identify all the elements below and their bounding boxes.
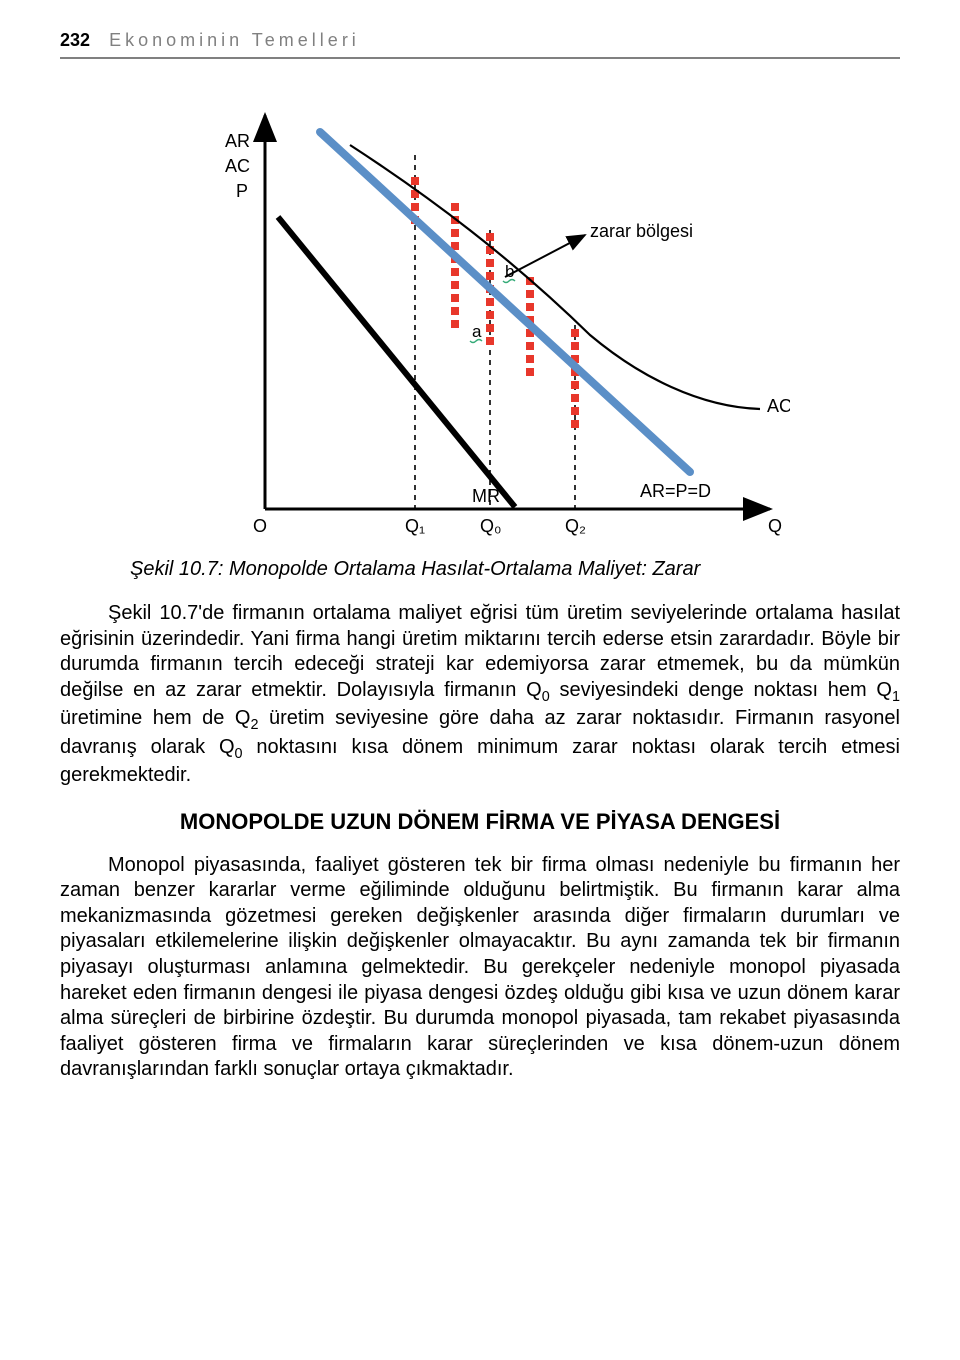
x-ticks: Q₁ Q₀ Q₂ (405, 516, 586, 536)
sub-1: 1 (892, 689, 900, 705)
svg-text:Q₀: Q₀ (480, 516, 501, 536)
y-label-ar: AR (225, 131, 250, 151)
running-title: Ekonominin Temelleri (109, 30, 360, 50)
point-a-label: a (472, 322, 482, 341)
sub-2: 2 (250, 717, 258, 733)
figure-caption: Şekil 10.7: Monopolde Ortalama Hasılat-O… (60, 558, 900, 581)
page-number: 232 (60, 30, 90, 50)
sub-0b: 0 (235, 746, 243, 762)
monopoly-loss-chart: AR AC P O Q AC AR=P=D MR zarar bölgesi a… (170, 77, 790, 552)
svg-text:Q₁: Q₁ (405, 516, 425, 536)
ac-label: AC (767, 396, 790, 416)
loss-label: zarar bölgesi (590, 221, 693, 241)
ar-p-d-line (320, 132, 690, 472)
p1-c: üretimine hem de Q (60, 707, 250, 729)
mr-line (278, 217, 515, 507)
sub-0a: 0 (542, 689, 550, 705)
loss-markers (411, 177, 579, 428)
y-label-p: P (236, 181, 248, 201)
svg-text:Q₂: Q₂ (565, 516, 586, 536)
x-label-q: Q (768, 516, 782, 536)
running-header: 232 Ekonominin Temelleri (60, 30, 900, 51)
section-title: MONOPOLDE UZUN DÖNEM FİRMA VE PİYASA DEN… (60, 809, 900, 835)
loss-arrow (505, 235, 585, 277)
origin-label: O (253, 516, 267, 536)
chart-svg: AR AC P O Q AC AR=P=D MR zarar bölgesi a… (170, 77, 790, 547)
p1-b: seviyesindeki denge noktası hem Q (550, 679, 892, 701)
point-b-label: b (505, 262, 514, 281)
y-label-ac: AC (225, 156, 250, 176)
paragraph-2: Monopol piyasasında, faaliyet gösteren t… (60, 853, 900, 1083)
mr-label: MR (472, 486, 500, 506)
ard-label: AR=P=D (640, 481, 711, 501)
paragraph-1: Şekil 10.7'de firmanın ortalama maliyet … (60, 601, 900, 789)
p2-text: Monopol piyasasında, faaliyet gösteren t… (60, 854, 900, 1081)
header-rule (60, 57, 900, 59)
